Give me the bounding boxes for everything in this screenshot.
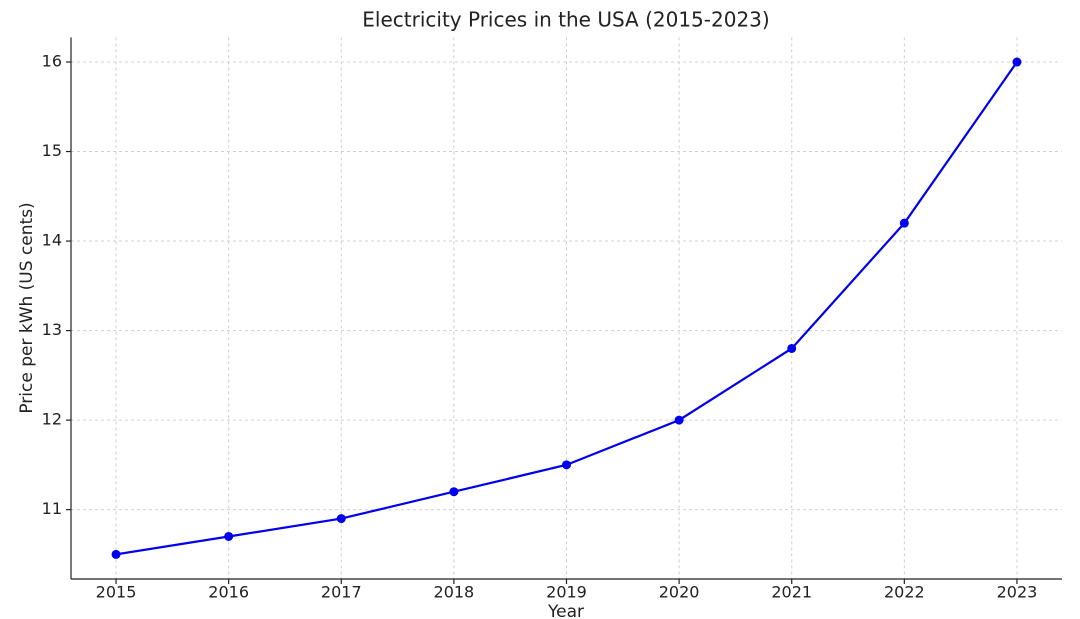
point (336, 514, 346, 524)
y-tick-label: 15 (42, 141, 62, 160)
point (1012, 57, 1022, 67)
point (111, 549, 121, 559)
x-tick-label: 2020 (659, 583, 700, 602)
y-tick-label: 14 (42, 231, 62, 250)
y-tick-label: 12 (42, 410, 62, 429)
x-tick-label: 2015 (96, 583, 137, 602)
x-tick-label: 2019 (546, 583, 587, 602)
x-tick-label: 2023 (997, 583, 1038, 602)
x-tick-label: 2016 (208, 583, 249, 602)
y-tick-label: 11 (42, 499, 62, 518)
point (674, 415, 684, 425)
x-tick-label: 2022 (884, 583, 925, 602)
x-axis-label: Year (547, 602, 584, 619)
point (787, 343, 797, 353)
y-axis-label: Price per kWh (US cents) (17, 202, 37, 413)
y-tick-label: 13 (42, 320, 62, 339)
x-tick-label: 2021 (771, 583, 812, 602)
chart-title: Electricity Prices in the USA (2015-2023… (362, 8, 769, 32)
point (449, 487, 459, 497)
x-tick-label: 2018 (434, 583, 475, 602)
point (899, 218, 909, 228)
point (224, 531, 234, 541)
y-tick-label: 16 (42, 52, 62, 71)
point (562, 460, 571, 470)
x-tick-label: 2017 (321, 583, 362, 602)
